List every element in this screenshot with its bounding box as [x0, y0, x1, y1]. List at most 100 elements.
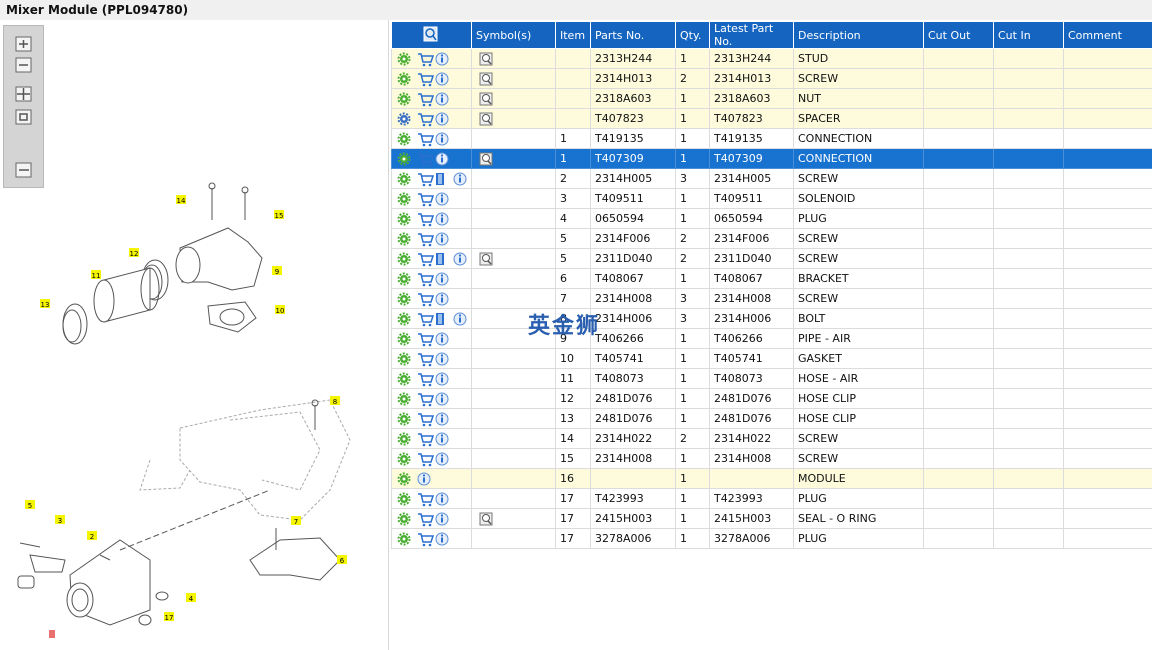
actual-size-button[interactable] — [15, 109, 32, 125]
callout-label: 17 — [165, 614, 174, 622]
table-row[interactable]: 8 2314H006 3 2314H006 BOLT — [391, 308, 1152, 329]
symbol-icon[interactable] — [476, 90, 496, 108]
search-column-header[interactable] — [391, 22, 472, 49]
symbol-icon[interactable] — [476, 70, 496, 88]
table-cell: 5 — [555, 248, 591, 269]
row-icons — [391, 308, 472, 329]
table-header: Symbol(s) Item Parts No. Qty. Latest Part No… — [391, 22, 1152, 49]
table-cell: 4 — [555, 208, 591, 229]
column-header[interactable]: Parts No. — [590, 22, 676, 49]
table-row[interactable]: 5 2311D040 2 2311D040 SCREW — [391, 248, 1152, 269]
table-cell: T423993 — [709, 488, 794, 509]
column-header[interactable]: Qty. — [675, 22, 710, 49]
empty-cell — [923, 528, 994, 549]
empty-cell — [1063, 228, 1152, 249]
row-action-icons[interactable] — [396, 50, 470, 68]
row-action-icons[interactable] — [396, 370, 470, 388]
row-action-icons[interactable] — [396, 150, 470, 168]
row-action-icons[interactable] — [396, 330, 470, 348]
table-row[interactable]: 1 T407309 1 T407309 CONNECTION — [391, 148, 1152, 169]
row-action-icons[interactable] — [396, 410, 470, 428]
row-action-icons[interactable] — [396, 350, 470, 368]
empty-cell — [1063, 288, 1152, 309]
table-row[interactable]: 10 T405741 1 T405741 GASKET — [391, 348, 1152, 369]
table-row[interactable]: 15 2314H008 1 2314H008 SCREW — [391, 448, 1152, 469]
table-cell — [709, 468, 794, 489]
row-action-icons[interactable] — [396, 390, 470, 408]
row-icons — [391, 448, 472, 469]
symbol-icon[interactable] — [476, 110, 496, 128]
row-action-icons[interactable] — [396, 530, 470, 548]
table-row[interactable]: 2314H013 2 2314H013 SCREW — [391, 68, 1152, 89]
table-cell: 3278A006 — [709, 528, 794, 549]
row-action-icons[interactable] — [396, 230, 470, 248]
row-icons — [391, 48, 472, 69]
empty-cell — [923, 128, 994, 149]
table-row[interactable]: 2 2314H005 3 2314H005 SCREW — [391, 168, 1152, 189]
table-cell: T405741 — [590, 348, 676, 369]
callout-label: 14 — [177, 197, 186, 205]
row-action-icons[interactable] — [396, 110, 470, 128]
table-row[interactable]: 3 T409511 1 T409511 SOLENOID — [391, 188, 1152, 209]
row-action-icons[interactable] — [396, 510, 470, 528]
table-cell: 1 — [675, 208, 710, 229]
table-row[interactable]: 17 2415H003 1 2415H003 SEAL - O RING — [391, 508, 1152, 529]
table-row[interactable]: 14 2314H022 2 2314H022 SCREW — [391, 428, 1152, 449]
column-header[interactable]: Comment — [1063, 22, 1152, 49]
table-row[interactable]: 17 T423993 1 T423993 PLUG — [391, 488, 1152, 509]
column-header[interactable]: Latest Part No. — [709, 22, 794, 49]
row-action-icons[interactable] — [396, 270, 470, 288]
column-header[interactable]: Description — [793, 22, 924, 49]
callout-label: 10 — [276, 307, 285, 315]
table-row[interactable]: 1 T419135 1 T419135 CONNECTION — [391, 128, 1152, 149]
symbol-cell — [471, 248, 556, 269]
column-header[interactable]: Item — [555, 22, 591, 49]
row-icons — [391, 348, 472, 369]
row-action-icons[interactable] — [396, 430, 470, 448]
row-action-icons[interactable] — [396, 470, 470, 488]
empty-cell — [993, 448, 1064, 469]
column-header[interactable]: Cut In — [993, 22, 1064, 49]
empty-cell — [923, 188, 994, 209]
row-action-icons[interactable] — [396, 450, 470, 468]
table-row[interactable]: 9 T406266 1 T406266 PIPE - AIR — [391, 328, 1152, 349]
table-row[interactable]: 2318A603 1 2318A603 NUT — [391, 88, 1152, 109]
row-action-icons[interactable] — [396, 290, 470, 308]
table-row[interactable]: 13 2481D076 1 2481D076 HOSE CLIP — [391, 408, 1152, 429]
table-row[interactable]: 16 1 MODULE — [391, 468, 1152, 489]
row-action-icons[interactable] — [396, 310, 470, 328]
row-action-icons[interactable] — [396, 190, 470, 208]
table-row[interactable]: 12 2481D076 1 2481D076 HOSE CLIP — [391, 388, 1152, 409]
table-row[interactable]: T407823 1 T407823 SPACER — [391, 108, 1152, 129]
table-row[interactable]: 2313H244 1 2313H244 STUD — [391, 48, 1152, 69]
row-action-icons[interactable] — [396, 250, 470, 268]
table-row[interactable]: 11 T408073 1 T408073 HOSE - AIR — [391, 368, 1152, 389]
row-action-icons[interactable] — [396, 130, 470, 148]
row-action-icons[interactable] — [396, 210, 470, 228]
row-action-icons[interactable] — [396, 90, 470, 108]
table-row[interactable]: 6 T408067 1 T408067 BRACKET — [391, 268, 1152, 289]
column-header[interactable]: Symbol(s) — [471, 22, 556, 49]
table-cell: 2314H008 — [709, 448, 794, 469]
empty-cell — [993, 88, 1064, 109]
table-row[interactable]: 5 2314F006 2 2314F006 SCREW — [391, 228, 1152, 249]
table-row[interactable]: 7 2314H008 3 2314H008 SCREW — [391, 288, 1152, 309]
table-row[interactable]: 17 3278A006 1 3278A006 PLUG — [391, 528, 1152, 549]
symbol-icon[interactable] — [476, 150, 496, 168]
callout-box — [291, 516, 301, 525]
symbol-icon[interactable] — [476, 50, 496, 68]
row-action-icons[interactable] — [396, 170, 470, 188]
table-cell: SOLENOID — [793, 188, 924, 209]
table-cell: 3 — [675, 308, 710, 329]
column-header[interactable]: Cut Out — [923, 22, 994, 49]
table-cell: 1 — [675, 328, 710, 349]
empty-cell — [923, 228, 994, 249]
row-action-icons[interactable] — [396, 490, 470, 508]
table-cell: 1 — [675, 408, 710, 429]
row-action-icons[interactable] — [396, 70, 470, 88]
symbol-icon[interactable] — [476, 250, 496, 268]
table-row[interactable]: 4 0650594 1 0650594 PLUG — [391, 208, 1152, 229]
symbol-icon[interactable] — [476, 510, 496, 528]
empty-cell — [923, 88, 994, 109]
table-cell: 2 — [675, 248, 710, 269]
